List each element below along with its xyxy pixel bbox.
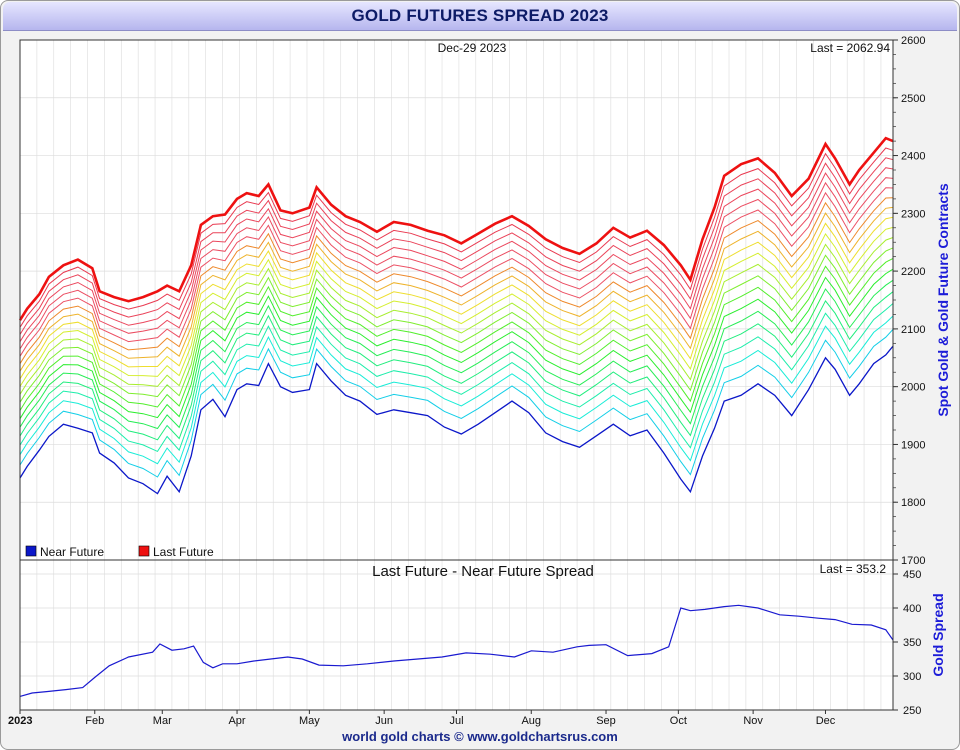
spread-y-tick-label: 350 [903, 637, 921, 649]
legend-last-label: Last Future [153, 545, 214, 559]
spread-title: Last Future - Near Future Spread [372, 563, 594, 580]
y-tick-label: 2000 [901, 382, 925, 394]
main-last-label: Last = 2062.94 [810, 41, 890, 55]
chart-title: GOLD FUTURES SPREAD 2023 [351, 6, 609, 25]
x-tick-label: Sep [596, 715, 616, 727]
x-tick-label: Apr [228, 715, 245, 727]
y-tick-label: 2500 [901, 93, 925, 105]
y-tick-label: 2400 [901, 151, 925, 163]
y-tick-label: 1900 [901, 439, 925, 451]
x-tick-label: Aug [521, 715, 541, 727]
near-future-line [19, 345, 894, 495]
contract-line [19, 279, 894, 430]
contract-line [19, 177, 894, 350]
plot-background [20, 40, 893, 710]
contract-line [19, 197, 894, 364]
y-tick-label: 2600 [901, 35, 925, 47]
spread-y-tick-label: 450 [903, 569, 921, 581]
x-tick-label: Mar [153, 715, 172, 727]
contract-line [19, 329, 894, 478]
contract-line [19, 187, 894, 357]
x-tick-label: Jun [375, 715, 393, 727]
contract-line [19, 247, 894, 403]
contract-line [19, 206, 894, 372]
y-tick-label: 2300 [901, 208, 925, 220]
contract-line [19, 237, 894, 395]
contract-line [19, 226, 894, 387]
spread-y-tick-label: 250 [903, 705, 921, 717]
contract-line [19, 315, 894, 465]
contract-line [19, 147, 894, 328]
x-tick-label: Feb [85, 715, 104, 727]
spread-last-label: Last = 353.2 [820, 562, 887, 576]
main-y-axis-title: Spot Gold & Gold Future Contracts [935, 183, 951, 417]
spread-y-axis-title: Gold Spread [930, 593, 946, 676]
footer-credit: world gold charts © www.goldchartsrus.co… [342, 729, 618, 744]
x-tick-label: May [299, 715, 320, 727]
y-tick-label: 2200 [901, 266, 925, 278]
legend-last-swatch [138, 545, 150, 557]
legend-near-label: Near Future [40, 545, 104, 559]
title-bar: GOLD FUTURES SPREAD 2023 [3, 2, 957, 31]
x-tick-label: Jul [449, 715, 463, 727]
spread-y-tick-label: 300 [903, 671, 921, 683]
contract-line [19, 303, 894, 453]
x-tick-label: Oct [670, 715, 687, 727]
spread-panel [19, 604, 894, 697]
main-panel [18, 136, 894, 495]
x-tick-label: 2023 [8, 715, 32, 727]
legend-near-swatch [25, 545, 37, 557]
date-label: Dec-29 2023 [438, 41, 507, 55]
contract-line [19, 157, 894, 335]
x-tick-label: Dec [816, 715, 836, 727]
y-tick-label: 1700 [901, 555, 925, 567]
y-tick-label: 1800 [901, 497, 925, 509]
contract-line [19, 216, 894, 380]
contract-line [19, 291, 894, 441]
y-tick-label: 2100 [901, 324, 925, 336]
axes: 1700 1800 1900 2000 2100 2200 2300 2400 2500 2600… [8, 35, 925, 727]
spread-line [19, 604, 894, 697]
contract-line [19, 268, 894, 419]
contract-line [19, 167, 894, 342]
last-future-line [18, 136, 894, 321]
x-tick-label: Nov [743, 715, 763, 727]
spread-y-tick-label: 400 [903, 603, 921, 615]
contract-line [19, 257, 894, 411]
